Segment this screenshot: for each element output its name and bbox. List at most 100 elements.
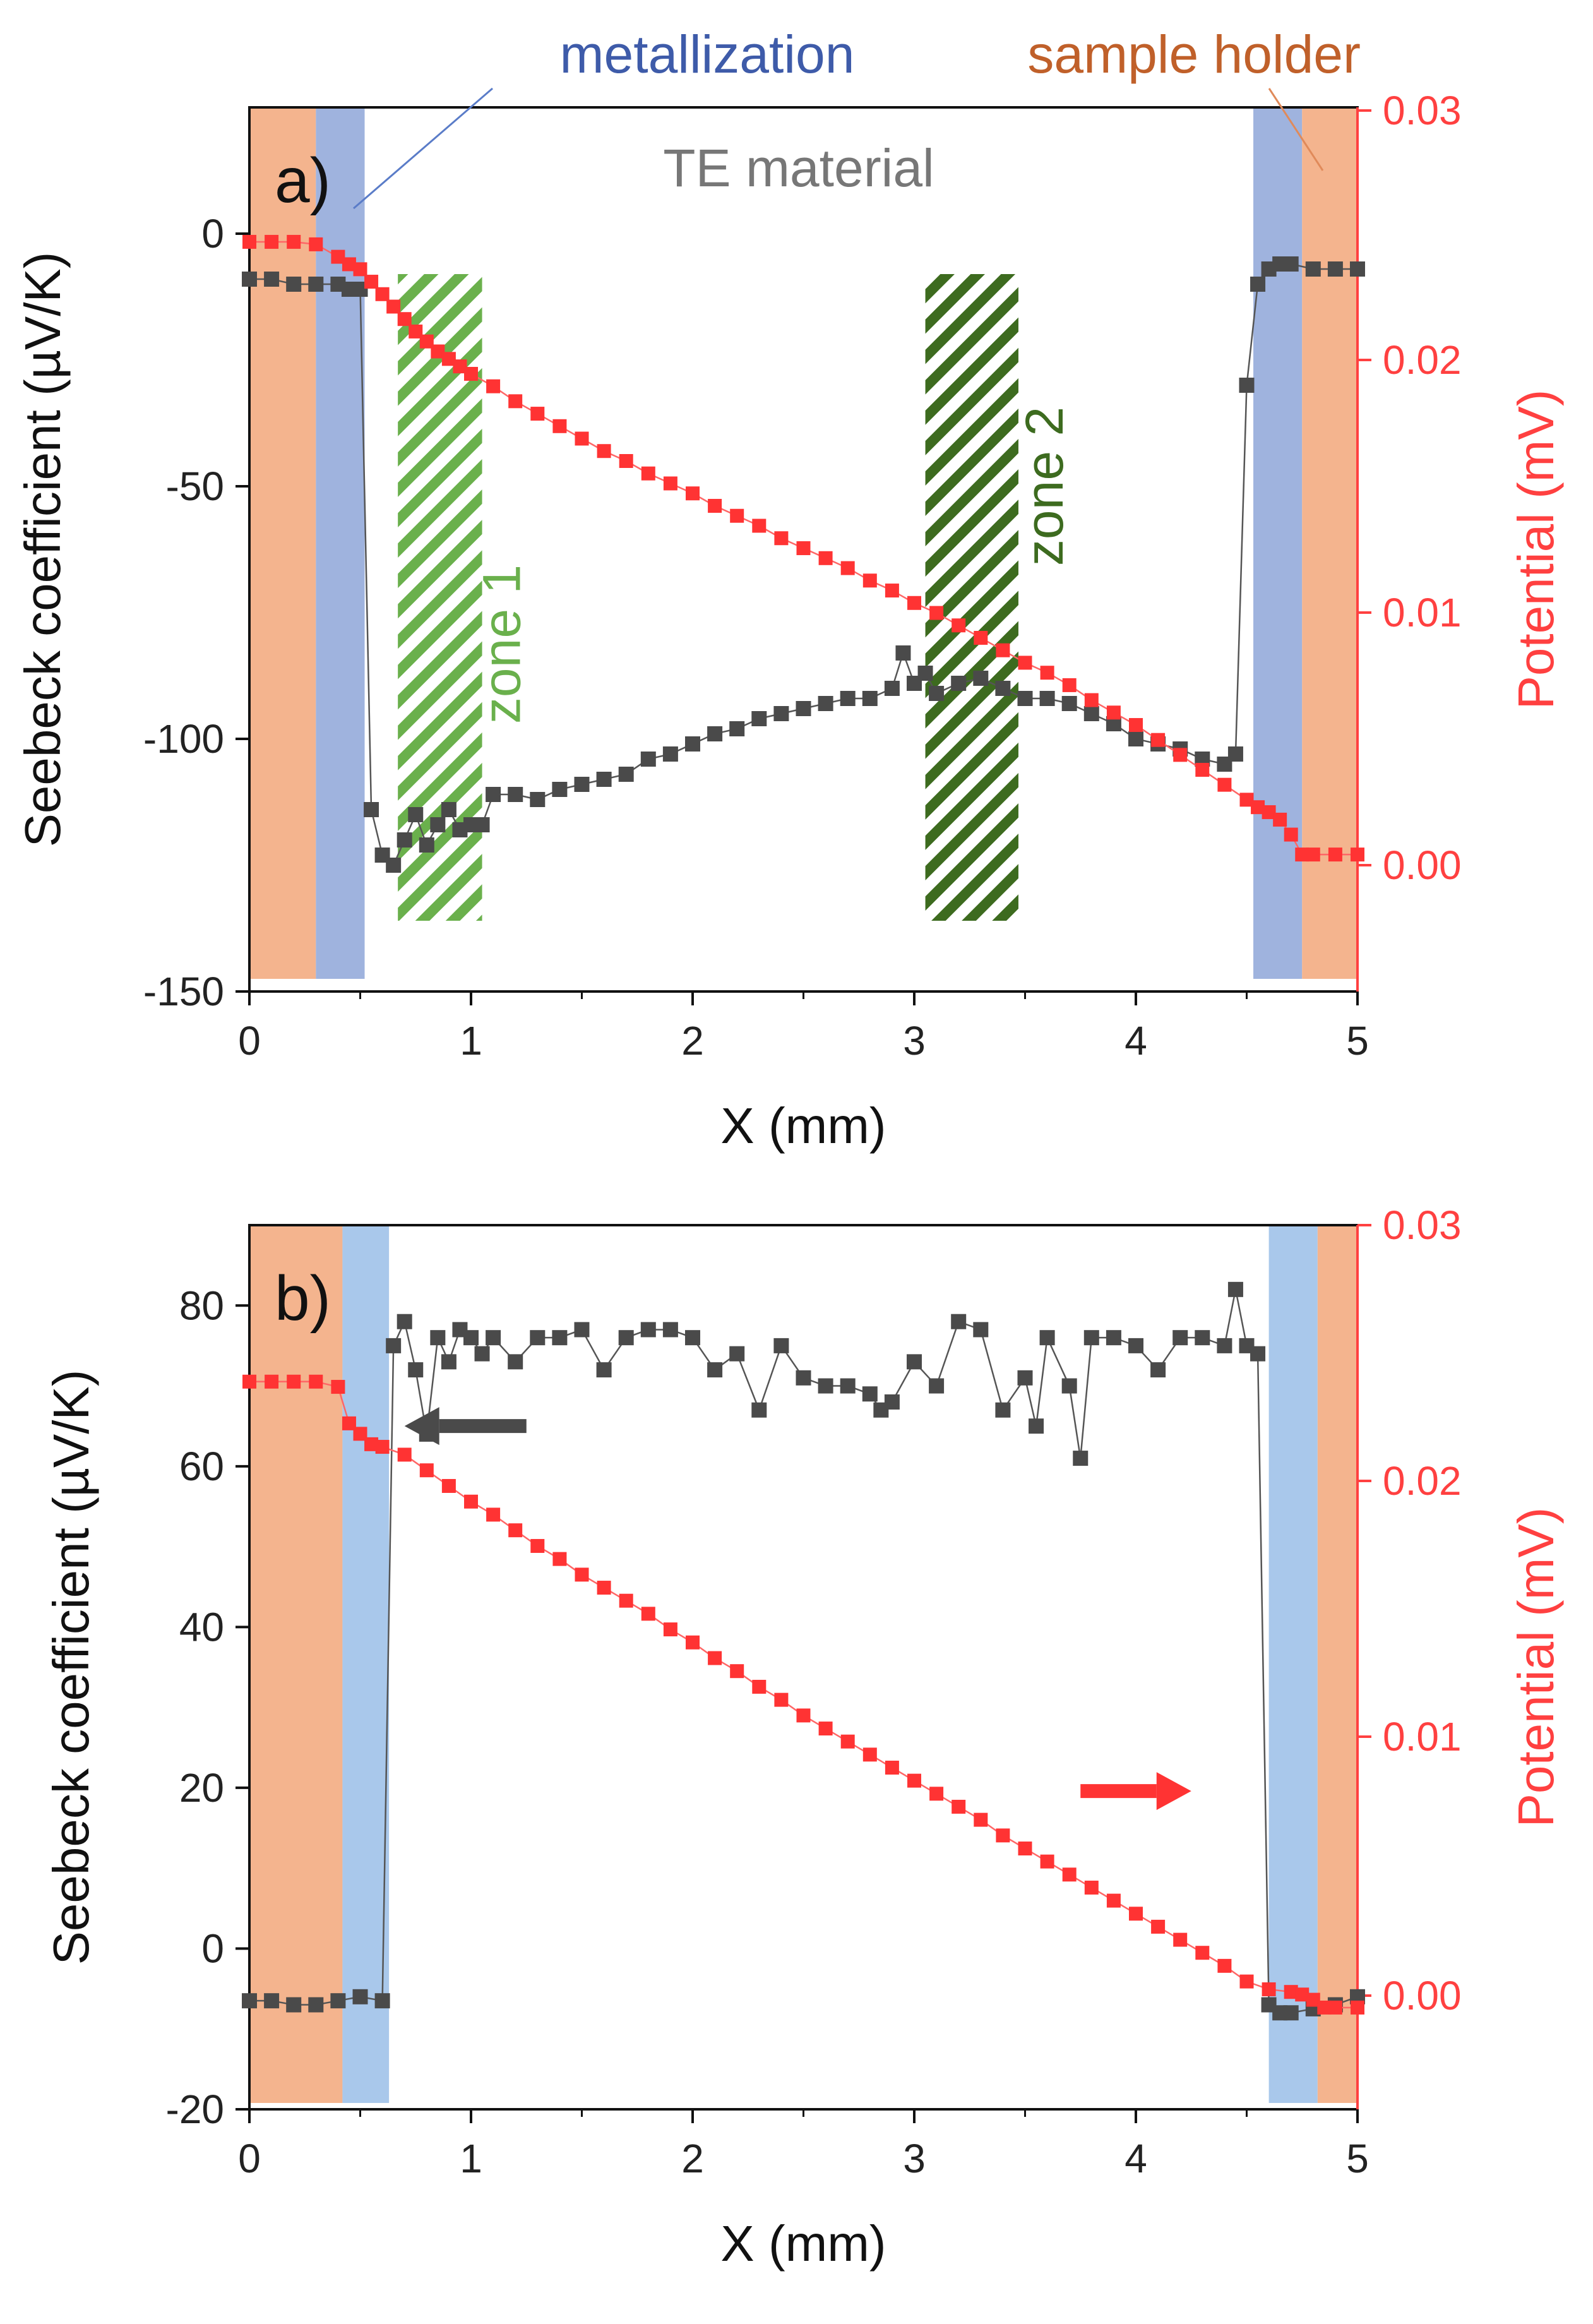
metallization-leader [353,87,493,210]
potential-point [1239,793,1254,807]
seebeck-point [707,1362,723,1378]
y-axis-label: Seebeck coefficient (µV/K) [43,1370,99,1965]
seebeck-point [1039,691,1055,706]
region-sample-holder [1302,107,1357,979]
potential-point [309,237,323,251]
seebeck-point [397,832,412,848]
seebeck-point [352,1989,368,2004]
seebeck-point [1039,1330,1055,1346]
potential-point [409,324,423,338]
potential-point [597,444,611,458]
seebeck-point [1227,1281,1243,1297]
potential-point [1328,848,1342,862]
seebeck-point [474,817,490,832]
x-tick-label: 1 [460,2136,482,2181]
y2-tick-label: 0.00 [1383,1973,1462,2018]
y-tick-label: 60 [179,1444,224,1489]
seebeck-point [884,1394,900,1410]
potential-point [752,518,767,533]
potential-point [464,1494,478,1509]
seebeck-point [264,272,280,287]
seebeck-point [1250,1346,1266,1362]
potential-point [1151,733,1166,747]
y-tick-label: -50 [166,464,225,509]
potential-point [375,287,390,301]
y-tick-label: 0 [201,1926,224,1971]
x-tick-label: 1 [460,1018,482,1063]
potential-point [1195,1946,1210,1960]
potential-point [818,1722,833,1736]
potential-point [242,1374,256,1389]
x-tick-label: 5 [1346,2136,1369,2181]
seebeck-point [1017,691,1033,706]
y-tick-label: 40 [179,1604,224,1650]
potential-point [663,1622,677,1637]
seebeck-point [1029,1418,1044,1434]
potential-point [796,1708,811,1723]
seebeck-point [286,277,302,292]
potential-point [375,1440,390,1454]
seebeck-point [907,1354,922,1370]
y2-tick-label: 0.03 [1383,88,1462,133]
potential-point [552,1552,567,1566]
seebeck-point [818,696,833,711]
zone-2-hatch [925,274,1018,921]
seebeck-point [1061,1378,1077,1394]
potential-point [818,551,833,565]
panel-b: 0 1 2 3 4 5 80 60 40 20 0 -20 0.03 0.02 0.01 0.00 X (mm)… [43,1202,1564,2272]
seebeck-point [596,1362,612,1378]
potential-point [386,299,401,314]
potential-point [1262,805,1276,820]
potential-point [996,1828,1010,1843]
seebeck-point [308,1997,324,2013]
seebeck-point [973,671,989,686]
seebeck-point [552,782,568,797]
potential-point [287,234,301,249]
region-metallization [1268,1225,1318,2103]
potential-point [1173,748,1188,762]
potential-point [708,498,722,513]
potential-point [1062,678,1077,692]
seebeck-point [441,1354,456,1370]
series-line-potential [249,1381,1357,2009]
potential-point [1040,666,1054,680]
potential-point [552,419,567,433]
sample-holder-leader [1268,88,1324,171]
potential-point [486,379,501,393]
potential-point [730,1664,744,1679]
potential-point [353,262,367,277]
potential-point [1251,800,1265,815]
plot-frame [248,1224,1359,2111]
x-tick-label: 4 [1125,2136,1147,2181]
potential-point [530,407,545,421]
potential-point [796,541,811,556]
potential-point [265,234,279,249]
potential-point [1129,1907,1143,1921]
potential-point [885,584,899,598]
potential-point [265,1374,279,1389]
potential-point [862,573,877,588]
potential-point [1062,1867,1077,1882]
seebeck-point [1017,1370,1033,1386]
potential-point [1195,763,1210,777]
potential-point [974,1812,988,1827]
potential-point [287,1374,301,1389]
potential-point [441,1478,456,1493]
right-axis-arrow-head [1156,1772,1191,1811]
seebeck-point [1250,277,1266,292]
potential-point [1328,2000,1342,2015]
potential-point [840,561,855,575]
seebeck-point [1283,256,1299,272]
seebeck-point [729,1346,745,1362]
seebeck-point [1227,746,1243,762]
metallization-label: metallization [560,25,855,84]
y-tick-label: -20 [166,2087,225,2132]
seebeck-point [796,1370,811,1386]
seebeck-point [1150,1362,1166,1378]
potential-point [1306,1992,1320,2007]
potential-point [663,476,677,491]
y-tick-label: 0 [201,211,224,256]
potential-point [1317,2000,1332,2015]
potential-point [1084,1880,1099,1895]
potential-point [575,1567,589,1582]
